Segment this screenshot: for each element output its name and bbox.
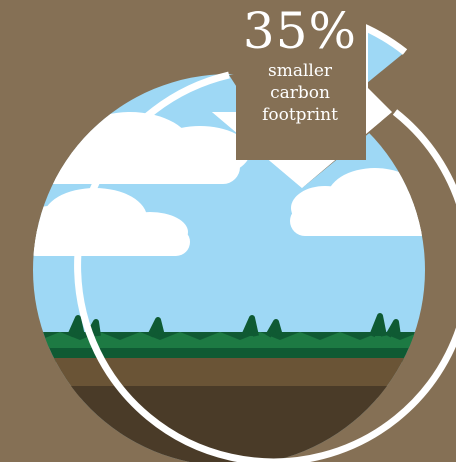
cloud-right [290,168,425,236]
stat-line-2: carbon [270,83,330,103]
stat-line-3: footprint [262,105,338,125]
disc-rim [74,71,456,462]
carbon-stat-callout: 35% smaller carbon footprint [238,2,362,126]
stat-percent: 35% [242,2,358,60]
grass [33,313,425,362]
cloud-middle-left [33,188,190,256]
stat-line-1: smaller [267,61,333,81]
